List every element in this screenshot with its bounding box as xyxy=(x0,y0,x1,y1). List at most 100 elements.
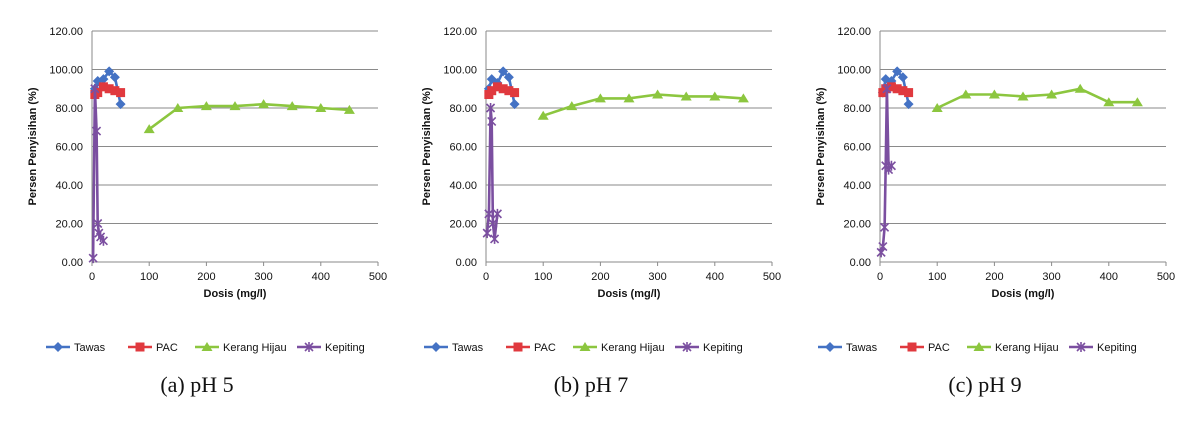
chart-svg-ph5: 0.00 20.00 40.00 60.00 80.00 100.00 120.00 0 100… xyxy=(27,26,387,354)
y-tick-label: 0.00 xyxy=(850,257,871,269)
data-point xyxy=(931,103,943,112)
legend-marker xyxy=(53,342,63,352)
legend-entry: Kepiting xyxy=(325,342,365,354)
data-point xyxy=(566,101,578,111)
chart-caption: (c) pH 9 xyxy=(948,372,1022,397)
chart-svg-ph9: 0.00 20.00 40.00 60.00 80.00 100.00 120.00 0 100… xyxy=(815,26,1175,354)
data-point xyxy=(960,89,972,99)
data-point xyxy=(143,124,155,134)
legend-entry: Tawas xyxy=(74,342,106,354)
legend-marker xyxy=(431,342,441,352)
y-tick-label: 100.00 xyxy=(837,65,871,77)
legend-marker xyxy=(579,342,591,351)
legend-marker xyxy=(1076,342,1086,352)
data-point xyxy=(1103,97,1115,107)
legend-marker xyxy=(682,342,692,352)
data-point xyxy=(510,88,520,98)
legend-marker xyxy=(304,342,314,352)
y-tick-label: 80.00 xyxy=(843,103,871,115)
data-point xyxy=(904,88,914,98)
x-tick-label: 300 xyxy=(1042,271,1060,283)
data-point xyxy=(88,253,98,264)
y-tick-label: 20.00 xyxy=(449,219,477,231)
data-point xyxy=(93,218,103,229)
data-point xyxy=(594,93,606,103)
legend-marker xyxy=(135,342,145,352)
data-point xyxy=(315,103,327,112)
y-tick-label: 60.00 xyxy=(843,142,871,154)
data-point xyxy=(504,86,514,96)
legend-entry: PAC xyxy=(534,342,556,354)
y-tick-label: 20.00 xyxy=(55,219,83,231)
data-point xyxy=(498,84,508,94)
data-point xyxy=(623,93,635,103)
y-tick-label: 0.00 xyxy=(456,257,477,269)
data-point xyxy=(503,72,514,83)
data-point xyxy=(286,101,298,111)
x-tick-label: 400 xyxy=(706,271,724,283)
x-tick-label: 100 xyxy=(140,271,158,283)
x-tick-label: 200 xyxy=(591,271,609,283)
data-point xyxy=(110,86,120,96)
data-point xyxy=(486,103,496,113)
legend-marker xyxy=(513,342,523,352)
x-tick-label: 200 xyxy=(985,271,1003,283)
chart-panel-ph9: 0.00 20.00 40.00 60.00 80.00 100.00 120.00 0 100… xyxy=(788,0,1182,424)
legend-entry: Tawas xyxy=(452,342,484,354)
x-tick-label: 500 xyxy=(763,271,781,283)
x-axis-label: Dosis (mg/l) xyxy=(992,288,1055,300)
data-point xyxy=(886,82,896,92)
chart-panel-ph5: 0.00 20.00 40.00 60.00 80.00 100.00 120.00 0 100… xyxy=(0,0,394,424)
data-point xyxy=(886,160,897,171)
series-line xyxy=(936,87,1138,110)
data-point xyxy=(1131,97,1143,107)
x-tick-label: 500 xyxy=(369,271,387,283)
y-axis-label: Persen Penyisihan (%) xyxy=(815,87,827,205)
data-point xyxy=(882,83,892,94)
data-point xyxy=(488,218,498,229)
legend-entry: PAC xyxy=(156,342,178,354)
x-tick-label: 0 xyxy=(877,271,883,283)
chart-svg-ph7: 0.00 20.00 40.00 60.00 80.00 100.00 120.00 0 100… xyxy=(421,26,781,354)
data-point xyxy=(492,208,503,219)
chart-caption: (b) pH 7 xyxy=(553,372,629,397)
legend-entry: Kepiting xyxy=(1097,342,1137,354)
x-tick-label: 100 xyxy=(534,271,552,283)
legend-entry: Kerang Hijau xyxy=(995,342,1059,354)
data-point xyxy=(492,82,502,92)
y-tick-label: 60.00 xyxy=(449,142,477,154)
x-axis-label: Dosis (mg/l) xyxy=(598,288,661,300)
data-point xyxy=(1046,89,1058,99)
data-point xyxy=(1074,83,1086,93)
data-point xyxy=(652,89,664,99)
y-tick-label: 100.00 xyxy=(443,65,477,77)
legend-entry: Kerang Hijau xyxy=(601,342,665,354)
data-point xyxy=(737,93,749,103)
y-tick-label: 80.00 xyxy=(449,103,477,115)
legend-entry: Tawas xyxy=(846,342,878,354)
chart-caption: (a) pH 5 xyxy=(160,372,234,397)
data-point xyxy=(92,126,102,137)
data-point xyxy=(90,83,100,94)
x-tick-label: 500 xyxy=(1157,271,1175,283)
legend-marker xyxy=(201,342,213,351)
data-point xyxy=(200,101,212,111)
series-line xyxy=(148,102,350,131)
data-point xyxy=(484,208,494,219)
x-tick-label: 0 xyxy=(483,271,489,283)
data-point xyxy=(537,110,549,120)
legend-entry: Kerang Hijau xyxy=(223,342,287,354)
y-tick-label: 20.00 xyxy=(843,219,871,231)
x-tick-label: 100 xyxy=(928,271,946,283)
data-point xyxy=(892,84,902,94)
data-point xyxy=(172,103,184,112)
y-tick-label: 60.00 xyxy=(55,142,83,154)
legend-entry: PAC xyxy=(928,342,950,354)
y-axis-label: Persen Penyisihan (%) xyxy=(421,87,433,205)
data-point xyxy=(898,86,908,96)
x-tick-label: 200 xyxy=(197,271,215,283)
x-axis-label: Dosis (mg/l) xyxy=(204,288,267,300)
y-tick-label: 40.00 xyxy=(449,180,477,192)
data-point xyxy=(892,66,903,77)
x-tick-label: 300 xyxy=(648,271,666,283)
